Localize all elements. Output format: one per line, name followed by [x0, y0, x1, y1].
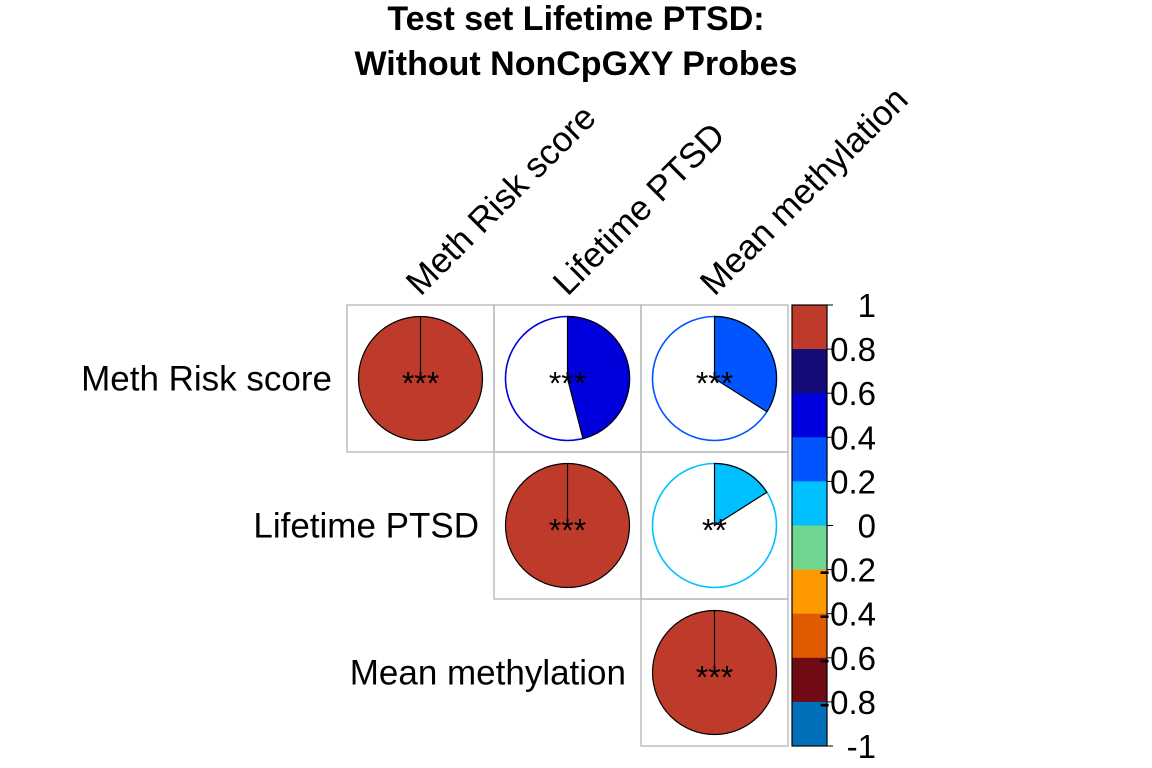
significance-stars: *** [549, 513, 586, 549]
chart-title: Test set Lifetime PTSD: Without NonCpGXY… [355, 0, 798, 83]
colorbar-segment [792, 613, 827, 659]
correlation-cell: *** [651, 609, 778, 736]
pie-slice [566, 315, 631, 440]
colorbar-tick-label: 0.2 [830, 463, 876, 500]
cell-frame [640, 598, 789, 747]
colorbar-tick-label: -1 [847, 728, 876, 765]
colorbar-tick-label: 0.4 [830, 419, 876, 456]
pie-slice [713, 315, 778, 413]
colorbar-tick-label: -0.8 [819, 684, 876, 721]
significance-stars: *** [402, 366, 439, 402]
cell-frames [346, 304, 789, 747]
colorbar-segment [792, 701, 827, 747]
row-label: Meth Risk score [81, 360, 332, 399]
colorbar-tick-label: -0.6 [819, 640, 876, 677]
colorbar-tick-label: 0.8 [830, 331, 876, 368]
colorbar-segment [792, 569, 827, 615]
colorbar-tick-label: -0.2 [819, 552, 876, 589]
colorbar-segment [792, 481, 827, 526]
title-line-2: Without NonCpGXY Probes [355, 45, 798, 83]
correlation-cell: ** [651, 462, 778, 589]
colorbar-segment [792, 657, 827, 703]
row-label: Lifetime PTSD [253, 507, 479, 546]
correlation-cell: *** [504, 315, 631, 442]
colorbar-segment [792, 525, 827, 571]
significance-stars: *** [696, 660, 733, 696]
row-label: Mean methylation [350, 654, 626, 693]
correlation-cell: *** [357, 315, 484, 442]
colorbar-tick-label: 1 [858, 287, 876, 324]
colorbar-tick-label: 0 [858, 508, 876, 545]
correlation-cells: *** *** ****** ***** [357, 315, 778, 736]
colorbar-segment [792, 437, 827, 482]
colorbar-segment [792, 393, 827, 438]
correlation-cell: *** [504, 462, 631, 589]
colorbar-tick-label: -0.4 [819, 596, 876, 633]
colorbar-segment [792, 349, 827, 394]
column-label: Mean methylation [693, 80, 916, 303]
significance-stars: *** [696, 366, 733, 402]
significance-stars: *** [549, 366, 586, 402]
colorbar: 1 0.8 0.6 0.4 0.2 0 -0.2 -0.4 -0.6 -0.8 -1 [791, 287, 876, 765]
correlation-cell: *** [651, 315, 778, 442]
significance-stars: ** [702, 513, 727, 549]
colorbar-tick-label: 0.6 [830, 375, 876, 412]
row-labels: Meth Risk score Lifetime PTSD Mean methyla… [81, 360, 626, 693]
title-line-1: Test set Lifetime PTSD: [387, 0, 764, 38]
colorbar-segment [792, 305, 827, 350]
pie-slice [713, 462, 768, 527]
